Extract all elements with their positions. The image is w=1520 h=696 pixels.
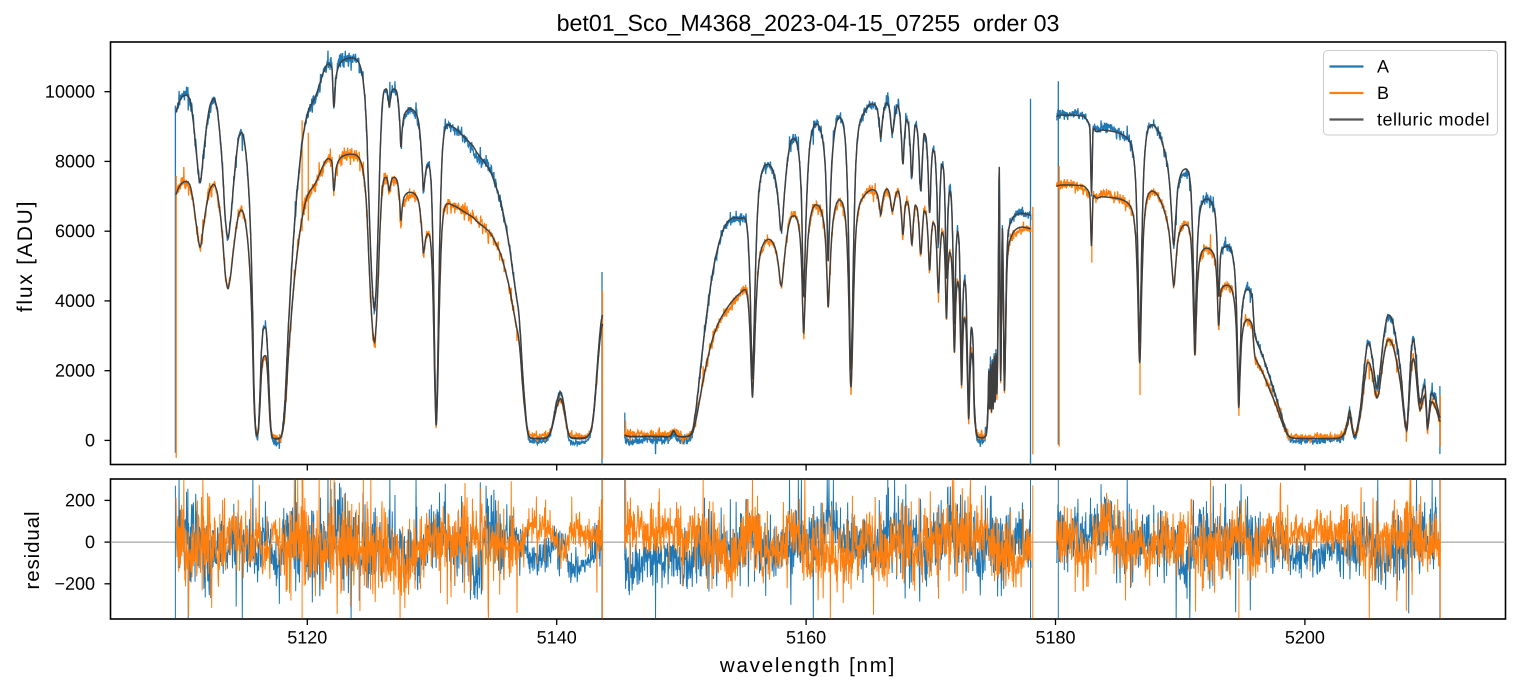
svg-text:5160: 5160 (786, 627, 826, 647)
svg-text:8000: 8000 (55, 151, 95, 171)
svg-text:B: B (1377, 83, 1390, 103)
svg-text:5180: 5180 (1035, 627, 1075, 647)
svg-text:bet01_Sco_M4368_2023-04-15_072: bet01_Sco_M4368_2023-04-15_07255 order 0… (557, 10, 1060, 36)
svg-text:flux [ADU]: flux [ADU] (14, 200, 37, 313)
svg-text:telluric model: telluric model (1377, 110, 1490, 130)
svg-text:2000: 2000 (55, 361, 95, 381)
svg-text:−200: −200 (54, 574, 95, 594)
svg-text:0: 0 (85, 532, 95, 552)
svg-text:5140: 5140 (537, 627, 577, 647)
svg-text:5120: 5120 (287, 627, 327, 647)
svg-text:0: 0 (85, 430, 95, 450)
svg-text:6000: 6000 (55, 221, 95, 241)
svg-text:5200: 5200 (1285, 627, 1325, 647)
svg-text:10000: 10000 (45, 82, 95, 102)
svg-text:wavelength [nm]: wavelength [nm] (719, 654, 896, 677)
svg-text:200: 200 (65, 490, 95, 510)
svg-text:4000: 4000 (55, 291, 95, 311)
svg-text:residual: residual (21, 511, 44, 590)
svg-text:A: A (1377, 57, 1390, 77)
